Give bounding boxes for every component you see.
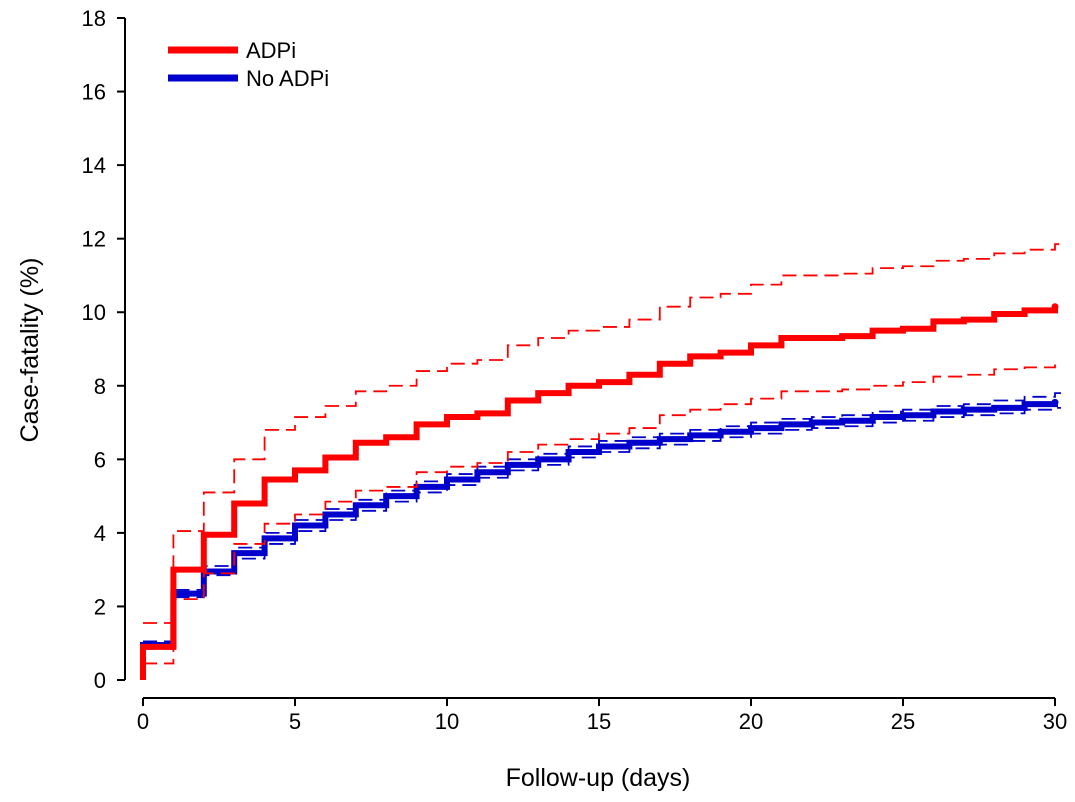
no-adpi-end-point xyxy=(1051,398,1059,406)
x-tick-label: 30 xyxy=(1043,709,1067,734)
x-tick-label: 25 xyxy=(891,709,915,734)
legend-label-no-adpi: No ADPi xyxy=(246,66,329,91)
no-adpi-series-line xyxy=(140,401,1058,680)
y-tick-label: 16 xyxy=(82,80,106,105)
series-layer xyxy=(140,243,1061,680)
x-tick-label: 15 xyxy=(587,709,611,734)
x-tick-label: 10 xyxy=(435,709,459,734)
y-tick-label: 0 xyxy=(94,668,106,693)
y-tick-label: 2 xyxy=(94,594,106,619)
y-axis-label: Case-fatality (%) xyxy=(16,258,44,443)
adpi-series-line xyxy=(140,306,1058,680)
y-tick-label: 12 xyxy=(82,227,106,252)
y-tick-label: 18 xyxy=(82,6,106,31)
legend: ADPi No ADPi xyxy=(168,38,329,91)
legend-label-adpi: ADPi xyxy=(246,38,296,63)
x-axis-label: Follow-up (days) xyxy=(506,764,691,792)
axes: 0 2 4 6 8 10 12 14 16 18 0 5 10 15 20 25 30 xyxy=(82,6,1068,734)
y-tick-label: 6 xyxy=(94,447,106,472)
y-tick-label: 4 xyxy=(94,521,106,546)
x-tick-label: 0 xyxy=(137,709,149,734)
no-adpi-ci-upper-line xyxy=(143,392,1061,643)
adpi-end-point xyxy=(1051,303,1059,311)
adpi-ci-upper-line xyxy=(143,243,1061,624)
y-tick-label: 14 xyxy=(82,153,106,178)
adpi-ci-lower-line xyxy=(143,362,1061,665)
y-tick-label: 10 xyxy=(82,300,106,325)
x-tick-label: 5 xyxy=(289,709,301,734)
y-tick-label: 8 xyxy=(94,374,106,399)
x-tick-label: 20 xyxy=(739,709,763,734)
no-adpi-ci-lower-line xyxy=(143,406,1061,650)
